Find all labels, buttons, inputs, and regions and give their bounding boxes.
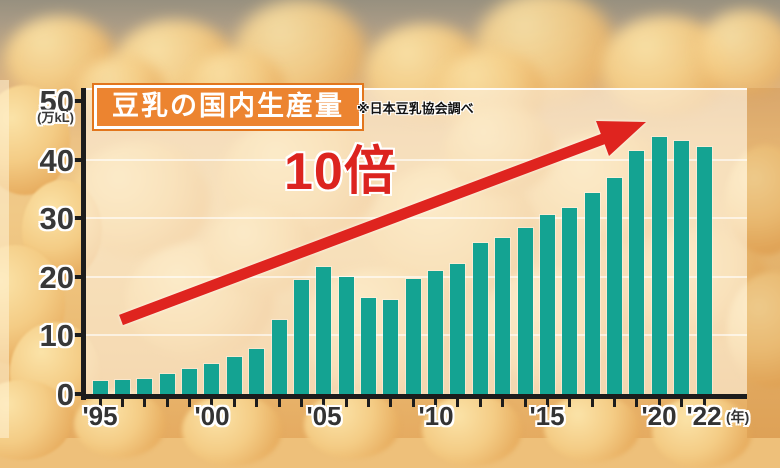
- x-tick-2014: [523, 399, 527, 407]
- photo-left-highlight: [0, 80, 9, 438]
- gridline-40: [86, 158, 747, 161]
- bar-1996: [114, 380, 130, 394]
- photo-right-shade: [747, 88, 780, 438]
- x-tick-1999: [188, 399, 191, 407]
- bar-2012: [472, 243, 488, 394]
- bar-2017: [584, 193, 600, 394]
- y-tick-50: [70, 99, 81, 103]
- x-tick-label-2005: '05: [306, 401, 342, 431]
- bar-2019: [629, 151, 645, 394]
- x-tick-2017: [590, 399, 594, 407]
- x-tick-2020: [657, 399, 661, 407]
- x-tick-label-2010: '10: [418, 401, 454, 431]
- x-tick-2013: [501, 399, 505, 407]
- x-tick-1997: [143, 399, 147, 407]
- x-tick-2015: [545, 399, 549, 407]
- x-tick-1998: [165, 399, 169, 407]
- x-tick-2003: [277, 399, 281, 407]
- x-tick-2011: [456, 399, 460, 407]
- x-tick-2019: [635, 399, 639, 407]
- bar-2002: [249, 349, 265, 394]
- x-tick-1996: [120, 399, 124, 407]
- bar-2013: [495, 238, 511, 394]
- x-tick-2000: [210, 399, 214, 407]
- gridline-20: [86, 275, 747, 278]
- trend-arrow-icon: [119, 121, 646, 326]
- x-tick-2022: [702, 399, 706, 407]
- bar-2016: [562, 208, 578, 394]
- x-tick-2008: [389, 399, 393, 407]
- y-axis-line: [81, 88, 86, 400]
- soybean-shape: [697, 10, 780, 94]
- bar-2006: [338, 277, 354, 394]
- bar-1999: [182, 369, 197, 394]
- x-axis-line: [81, 394, 747, 399]
- bar-2015: [539, 215, 555, 394]
- multiplier-annotation: 10倍: [284, 143, 397, 201]
- y-tick-label-30: 30: [39, 201, 74, 236]
- y-tick-label-10: 10: [39, 318, 74, 353]
- bar-2004: [293, 280, 309, 394]
- bar-2005: [316, 267, 332, 394]
- bar-1997: [137, 379, 153, 394]
- x-tick-2002: [255, 399, 259, 407]
- x-tick-label-2020: '20: [641, 401, 677, 431]
- bar-2022: [696, 147, 712, 394]
- y-tick-10: [70, 333, 81, 337]
- x-tick-label-2015: '15: [529, 401, 565, 431]
- x-tick-2004: [299, 399, 303, 407]
- bar-1998: [159, 374, 175, 394]
- y-axis-unit-label: (万kL): [37, 110, 74, 125]
- gridline-30: [86, 217, 747, 220]
- x-tick-2012: [478, 399, 482, 407]
- y-tick-20: [70, 275, 81, 279]
- y-tick-0: [70, 392, 81, 396]
- y-tick-label-20: 20: [39, 260, 74, 295]
- x-tick-2010: [434, 399, 438, 407]
- y-tick-label-0: 0: [56, 377, 74, 412]
- bar-1995: [92, 381, 108, 394]
- x-tick-label-2000: '00: [194, 401, 230, 431]
- bar-2007: [360, 298, 376, 394]
- y-tick-30: [70, 216, 81, 220]
- y-tick-label-40: 40: [39, 143, 74, 178]
- bar-2009: [405, 279, 421, 394]
- bar-2001: [226, 357, 242, 394]
- bar-2010: [428, 271, 444, 394]
- source-note: ※日本豆乳協会調べ: [357, 101, 474, 116]
- y-tick-label-50: 50: [39, 84, 74, 119]
- bar-2000: [204, 364, 220, 394]
- bar-2008: [383, 300, 399, 394]
- bar-2020: [651, 137, 667, 394]
- chart-title: 豆乳の国内生産量: [97, 88, 359, 127]
- x-tick-2006: [344, 399, 348, 407]
- x-tick-2016: [568, 399, 572, 407]
- bar-2014: [517, 228, 533, 394]
- x-tick-2009: [411, 399, 415, 407]
- chart-title-box: 豆乳の国内生産量: [92, 83, 364, 132]
- bar-2021: [674, 141, 690, 394]
- bar-2011: [450, 264, 466, 394]
- bar-2018: [607, 178, 622, 394]
- x-tick-2001: [232, 399, 236, 407]
- x-tick-1995: [98, 399, 102, 407]
- y-tick-40: [70, 158, 81, 162]
- x-tick-label-2022: '22: [686, 401, 722, 431]
- x-tick-2005: [322, 399, 326, 407]
- soybean-shape: [0, 85, 70, 195]
- x-axis-unit-label: (年): [726, 409, 750, 425]
- x-tick-2007: [366, 399, 370, 407]
- x-tick-label-1995: '95: [82, 401, 118, 431]
- x-tick-2018: [613, 399, 616, 407]
- bar-2003: [271, 320, 287, 394]
- x-tick-2021: [680, 399, 684, 407]
